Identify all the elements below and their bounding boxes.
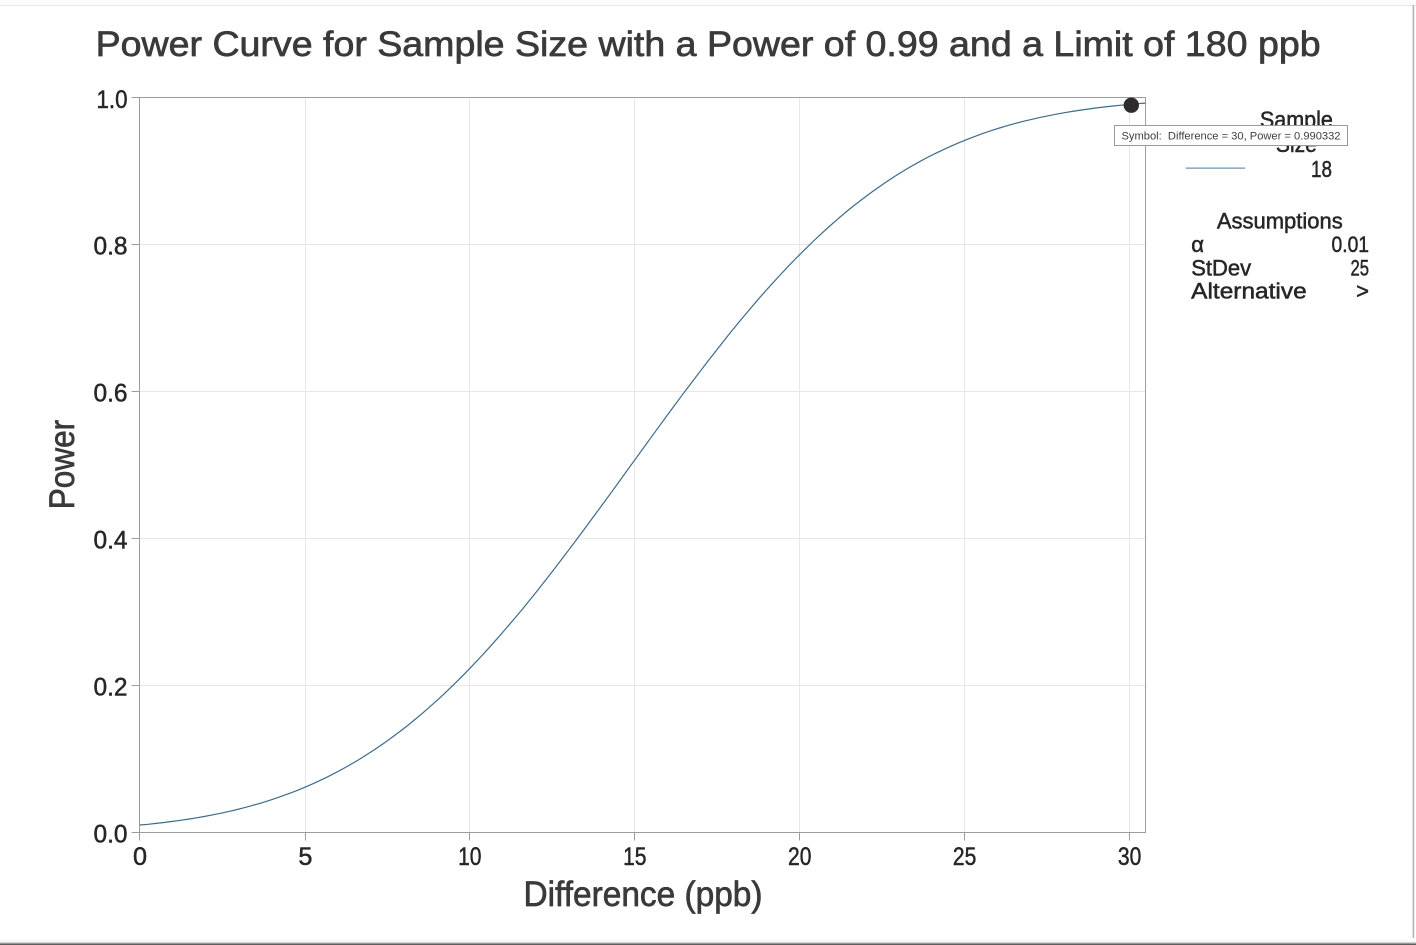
- svg-text:>: >: [1356, 279, 1369, 304]
- svg-text:10: 10: [458, 843, 481, 871]
- svg-text:0.6: 0.6: [94, 380, 128, 408]
- svg-text:25: 25: [1351, 255, 1370, 280]
- svg-text:Power Curve for Sample Size wi: Power Curve for Sample Size with a Power…: [96, 25, 1321, 64]
- svg-text:Power: Power: [43, 420, 82, 510]
- svg-text:15: 15: [623, 843, 646, 871]
- svg-text:20: 20: [788, 843, 811, 871]
- svg-text:0.01: 0.01: [1332, 232, 1370, 257]
- svg-text:Alternative: Alternative: [1191, 279, 1307, 304]
- svg-text:30: 30: [1118, 843, 1141, 871]
- svg-text:α: α: [1191, 232, 1204, 257]
- svg-text:18: 18: [1311, 156, 1332, 182]
- svg-text:0.0: 0.0: [94, 821, 128, 849]
- svg-text:0.2: 0.2: [94, 674, 128, 702]
- svg-text:5: 5: [298, 843, 312, 871]
- svg-text:25: 25: [953, 843, 976, 871]
- svg-text:0: 0: [133, 843, 147, 871]
- svg-text:Difference (ppb): Difference (ppb): [524, 875, 763, 914]
- svg-text:Symbol: Difference = 30, Powe: Symbol: Difference = 30, Power = 0.99033…: [1122, 130, 1341, 142]
- svg-text:0.4: 0.4: [94, 527, 128, 555]
- svg-text:StDev: StDev: [1191, 255, 1251, 280]
- svg-text:Assumptions: Assumptions: [1217, 208, 1343, 233]
- svg-text:0.8: 0.8: [94, 233, 128, 261]
- svg-text:1.0: 1.0: [97, 86, 128, 114]
